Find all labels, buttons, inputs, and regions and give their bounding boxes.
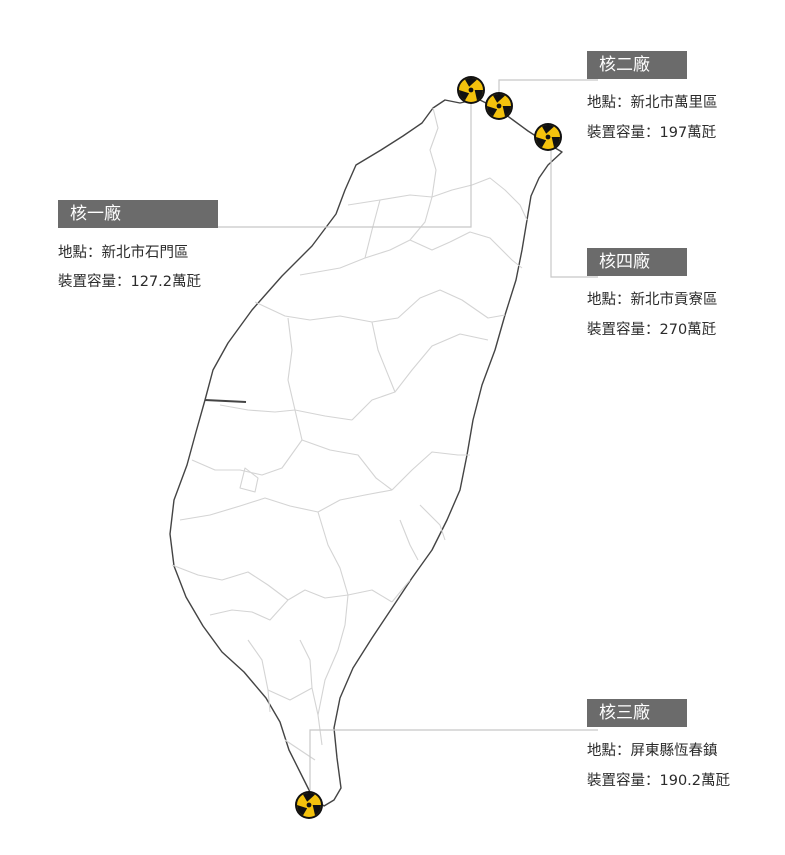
plant-2-title: 核二廠 <box>587 51 687 79</box>
radiation-icon-plant-4[interactable] <box>534 123 562 151</box>
leader-line-plant-3 <box>309 729 598 790</box>
taiwan-coastline <box>169 98 563 807</box>
radiation-icon-plant-3[interactable] <box>295 791 323 819</box>
plant-4-location: 地點：新北市貢寮區 <box>587 292 718 308</box>
radiation-icon-plant-2[interactable] <box>485 92 513 120</box>
plant-3-capacity: 裝置容量：190.2萬瓩 <box>587 773 731 789</box>
leader-line-plant-1 <box>218 102 472 228</box>
radiation-icon-plant-1[interactable] <box>457 76 485 104</box>
plant-1-location: 地點：新北市石門區 <box>58 245 189 261</box>
leader-line-plant-4 <box>550 150 598 278</box>
leader-lines <box>218 79 598 790</box>
west-coast-inlet <box>204 399 247 403</box>
plant-2-location: 地點：新北市萬里區 <box>587 95 718 111</box>
plant-3-location: 地點：屏東縣恆春鎮 <box>587 743 718 759</box>
plant-2-capacity: 裝置容量：197萬瓩 <box>587 125 717 141</box>
leader-line-plant-2 <box>498 79 598 106</box>
plant-4-title: 核四廠 <box>587 248 687 276</box>
plant-4-capacity: 裝置容量：270萬瓩 <box>587 322 717 338</box>
plant-3-title: 核三廠 <box>587 699 687 727</box>
plant-1-title: 核一廠 <box>58 200 218 228</box>
county-borders <box>171 107 528 761</box>
plant-1-capacity: 裝置容量：127.2萬瓩 <box>58 274 202 290</box>
